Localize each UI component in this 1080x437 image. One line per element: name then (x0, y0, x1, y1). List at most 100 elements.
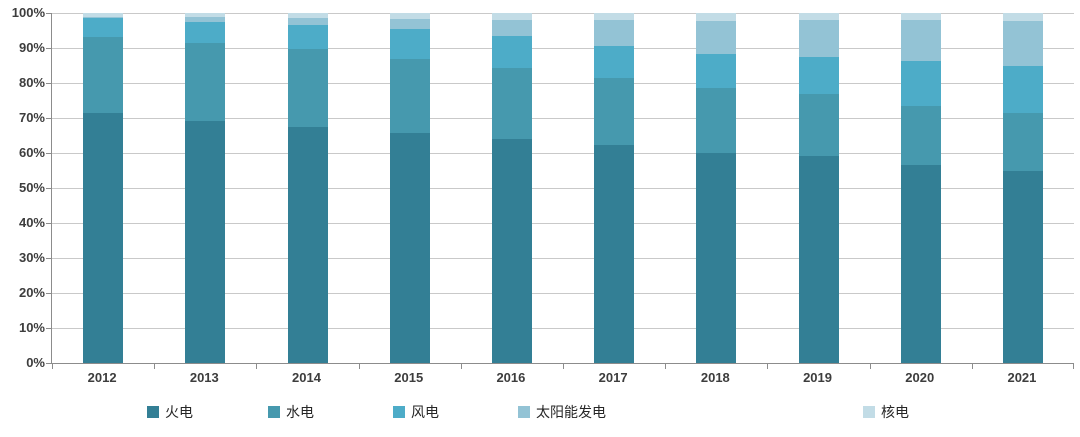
legend-item-nuclear: 核电 (863, 401, 909, 423)
x-axis-tick-label: 2014 (292, 370, 321, 385)
legend-item-solar: 太阳能发电 (518, 401, 606, 423)
bar-segment-2013-nuclear (185, 13, 226, 18)
y-axis-tick (46, 13, 52, 14)
bar-segment-2021-hydro (1002, 113, 1043, 172)
bar-slot-2013 (154, 13, 256, 363)
bar-segment-2012-nuclear (83, 13, 124, 18)
y-axis-labels: 0% 10% 20% 30% 40% 50% 60% 70% 80% 90% 100% (0, 5, 45, 370)
bar-segment-2014-solar (287, 18, 328, 25)
gridline (52, 83, 1074, 84)
legend-label: 核电 (881, 404, 909, 420)
y-axis-tick (46, 118, 52, 119)
bar-segment-2020-thermal (900, 165, 941, 363)
bar-slot-2019 (767, 13, 869, 363)
x-axis-tick-label: 2015 (394, 370, 424, 385)
bar-segment-2021-thermal (1002, 171, 1043, 363)
y-axis-tick (46, 188, 52, 189)
y-axis-tick (46, 363, 52, 364)
x-axis-tick (256, 363, 257, 369)
bar-segment-2020-nuclear (900, 13, 941, 21)
gridline (52, 118, 1074, 119)
x-axis-tick-label: 2017 (598, 370, 628, 385)
bar-segment-2017-nuclear (594, 13, 635, 21)
bar-segment-2015-thermal (389, 132, 430, 363)
bar-segment-2015-wind (389, 28, 430, 59)
gridline (52, 223, 1074, 224)
x-axis-tick-label: 2016 (496, 370, 526, 385)
bar-2017 (594, 13, 635, 363)
legend-swatch-hydro (268, 406, 280, 418)
gridline (52, 293, 1074, 294)
x-axis-tick (52, 363, 53, 369)
y-axis-tick (46, 223, 52, 224)
bar-segment-2015-hydro (389, 58, 430, 133)
y-axis-tick (46, 83, 52, 84)
bar-segment-2016-wind (491, 36, 532, 69)
gridline (52, 153, 1074, 154)
bar-segment-2013-wind (185, 21, 226, 43)
x-axis-tick (563, 363, 564, 369)
x-axis-tick (665, 363, 666, 369)
bar-segment-2018-hydro (696, 88, 737, 153)
bar-2015 (389, 13, 430, 363)
y-axis-tick-label: 0% (26, 355, 45, 370)
bar-segment-2014-hydro (287, 49, 328, 128)
bar-segment-2016-solar (491, 20, 532, 37)
bar-segment-2019-hydro (798, 93, 839, 156)
gridline (52, 188, 1074, 189)
gridline (52, 48, 1074, 49)
bar-segment-2015-nuclear (389, 13, 430, 19)
bar-segment-2020-wind (900, 60, 941, 107)
bar-segment-2018-wind (696, 53, 737, 89)
bar-segment-2014-wind (287, 24, 328, 50)
bar-2016 (491, 13, 532, 363)
y-axis-tick-label: 20% (18, 285, 45, 300)
bars (52, 13, 1074, 363)
x-axis-tick (870, 363, 871, 369)
x-axis-tick-label: 2018 (700, 370, 730, 385)
bar-2021 (1002, 13, 1043, 363)
bar-slot-2020 (870, 13, 972, 363)
bar-segment-2016-nuclear (491, 13, 532, 21)
bar-segment-2018-solar (696, 21, 737, 54)
bar-segment-2018-thermal (696, 153, 737, 363)
bar-segment-2015-solar (389, 18, 430, 29)
bar-segment-2021-nuclear (1002, 13, 1043, 22)
plot-area (46, 13, 1074, 369)
y-axis-tick (46, 293, 52, 294)
y-axis-tick-label: 30% (18, 250, 45, 265)
bar-segment-2021-solar (1002, 21, 1043, 66)
legend-swatch-thermal (147, 406, 159, 418)
bar-segment-2020-hydro (900, 106, 941, 166)
bar-segment-2021-wind (1002, 65, 1043, 114)
y-axis-tick-label: 70% (18, 110, 45, 125)
bar-2018 (696, 13, 737, 363)
x-axis-tick-label: 2020 (905, 370, 935, 385)
bar-segment-2013-solar (185, 17, 226, 22)
bar-segment-2019-nuclear (798, 13, 839, 21)
x-axis-tick (767, 363, 768, 369)
bar-2012 (83, 13, 124, 363)
y-axis-tick (46, 328, 52, 329)
gridline (52, 258, 1074, 259)
bar-segment-2016-hydro (491, 68, 532, 139)
bar-slot-2018 (665, 13, 767, 363)
bar-2013 (185, 13, 226, 363)
y-axis-tick-label: 80% (18, 75, 45, 90)
y-axis-tick-label: 60% (18, 145, 45, 160)
y-axis-tick (46, 258, 52, 259)
gridline (52, 328, 1074, 329)
bar-slot-2014 (256, 13, 358, 363)
bar-slot-2015 (359, 13, 461, 363)
legend-swatch-solar (518, 406, 530, 418)
bar-segment-2014-nuclear (287, 13, 328, 19)
x-axis-tick-label: 2021 (1007, 370, 1037, 385)
bar-segment-2017-wind (594, 46, 635, 79)
x-axis-tick (972, 363, 973, 369)
legend-label: 风电 (411, 404, 439, 420)
y-axis-tick-label: 40% (18, 215, 45, 230)
legend-label: 水电 (286, 404, 314, 420)
bar-segment-2012-hydro (83, 36, 124, 113)
x-axis-labels: 2012 2013 2014 2015 2016 2017 2018 2019 2020 2021 (51, 370, 1073, 385)
